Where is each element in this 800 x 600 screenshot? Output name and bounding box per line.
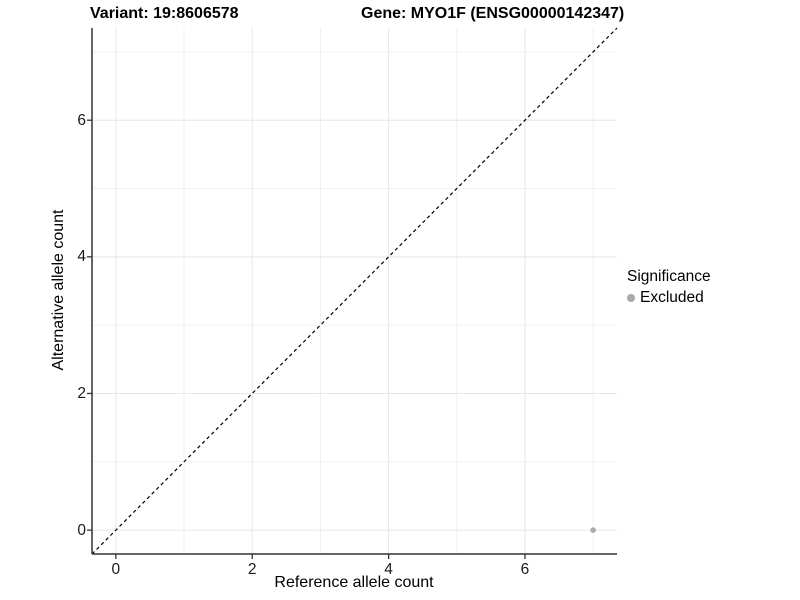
y-tick-label: 0 bbox=[77, 521, 86, 539]
x-tick-label: 2 bbox=[247, 561, 257, 578]
y-tick-label: 4 bbox=[77, 248, 86, 266]
gene-title: Gene: MYO1F (ENSG00000142347) bbox=[361, 5, 625, 22]
x-tick-label: 6 bbox=[520, 561, 530, 578]
legend-title: Significance bbox=[627, 268, 711, 285]
legend-item-excluded: Excluded bbox=[627, 289, 711, 307]
y-tick-label: 2 bbox=[77, 384, 86, 402]
x-axis-title: Reference allele count bbox=[274, 574, 434, 591]
legend: Significance Excluded bbox=[627, 268, 711, 307]
y-tick-label: 6 bbox=[77, 111, 86, 129]
x-tick-label: 0 bbox=[111, 561, 121, 578]
excluded-point-icon bbox=[627, 294, 635, 302]
legend-item-label: Excluded bbox=[640, 289, 704, 306]
identity-reference-line bbox=[91, 27, 618, 555]
data-point bbox=[590, 527, 596, 533]
variant-title: Variant: 19:8606578 bbox=[90, 5, 239, 22]
x-tick-label: 4 bbox=[384, 561, 393, 578]
y-axis-title: Alternative allele count bbox=[50, 209, 67, 371]
